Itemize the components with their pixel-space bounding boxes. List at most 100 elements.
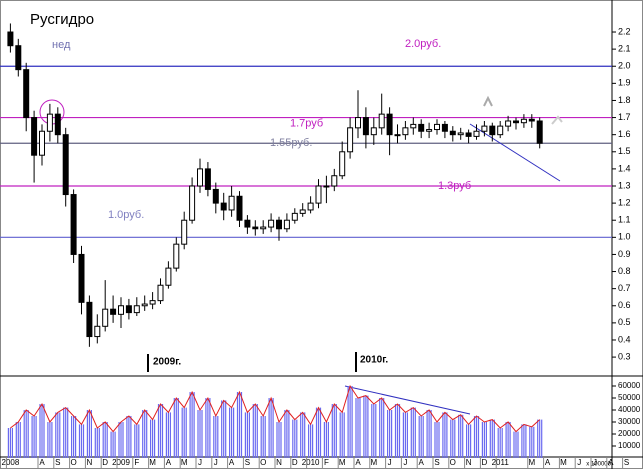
candle-body (260, 226, 267, 230)
annotations (39, 95, 563, 415)
arrow (483, 95, 493, 107)
x-tick-label: J (593, 458, 597, 467)
y-tick-label: 2.0 (618, 61, 631, 71)
candle-body (323, 185, 330, 188)
arrow (551, 115, 563, 125)
candle-body (394, 134, 401, 137)
x-tick-label: F (324, 458, 329, 467)
volume-trend-line (344, 385, 471, 415)
year-marker: 2010г. (360, 355, 388, 366)
x-tick-label: J (214, 458, 218, 467)
candle-body (441, 123, 448, 132)
x-tick-label: J (388, 458, 392, 467)
candle-body (23, 69, 30, 119)
x-tick-label: M (560, 458, 567, 467)
x-tick-label: S (55, 458, 60, 467)
candle-body (118, 305, 124, 315)
x-tick-label: D (292, 458, 298, 467)
candle-body (426, 129, 433, 132)
y-tick-label: 30000 (618, 417, 641, 426)
y-tick-label: 1.8 (618, 95, 631, 105)
level-label: 1.3руб (438, 180, 471, 192)
y-tick-label: 60000 (618, 381, 641, 390)
chart-title: Русгидро (30, 11, 94, 28)
candle-body (347, 127, 354, 153)
x-tick-label: A (166, 458, 172, 467)
x-tick-label: O (260, 458, 266, 467)
x-tick-label: J (198, 458, 202, 467)
candle-body (536, 120, 543, 144)
candle-body (7, 31, 14, 47)
y-tick-label: 1.5 (618, 146, 631, 156)
y-tick-label: 1.2 (618, 197, 631, 207)
candle-body (315, 185, 322, 204)
candle-body (331, 175, 338, 187)
candle-body (133, 305, 140, 314)
x-tick-label: A (419, 458, 425, 467)
y-tick-label: 0.8 (618, 266, 631, 276)
scale-note: x 100000 (586, 462, 611, 468)
candle-body (86, 301, 93, 338)
candle-body (339, 151, 346, 177)
x-tick-label: M (181, 458, 188, 467)
y-tick-label: 0.9 (618, 249, 631, 259)
y-tick-label: 1.6 (618, 129, 631, 139)
x-tick-label: M (528, 458, 535, 467)
candle-body (141, 303, 148, 307)
candle-body (15, 45, 22, 71)
candle-body (370, 127, 377, 136)
candle-body (220, 202, 227, 211)
candle-body (481, 125, 488, 132)
candle-body (173, 243, 180, 269)
year-marker: 2009г. (153, 357, 181, 368)
candle-body (276, 219, 282, 230)
x-tick-label: 2009 (112, 458, 130, 467)
y-tick-label: 10000 (618, 441, 641, 450)
candle-body (165, 267, 172, 286)
candle-body (418, 123, 425, 132)
x-tick-label: O (450, 458, 456, 467)
x-tick-label: A (39, 458, 45, 467)
x-tick-label: S (245, 458, 250, 467)
level-label: 1.55руб. (270, 137, 312, 149)
candle-body (449, 130, 456, 136)
candle-body (473, 130, 480, 137)
y-tick-label: 1.9 (618, 78, 631, 88)
y-tick-label: 2.2 (618, 26, 631, 36)
candle-body (291, 212, 298, 221)
y-tick-label: 1.7 (618, 112, 631, 122)
y-tick-label: 20000 (618, 429, 641, 438)
x-tick-label: S (624, 458, 629, 467)
candle-body (244, 219, 251, 228)
candle-body (268, 219, 275, 228)
candle-body (386, 113, 393, 136)
candle-body (465, 132, 472, 137)
x-tick-label: D (482, 458, 488, 467)
candle-body (46, 113, 53, 132)
x-tick-label: A (229, 458, 235, 467)
x-tick-label: 2010 (302, 458, 320, 467)
x-tick-label: N (87, 458, 93, 467)
candle-body (252, 226, 259, 230)
y-tick-label: 50000 (618, 393, 641, 402)
candle-body (505, 120, 512, 127)
candle-body (410, 123, 417, 129)
candle-body (94, 325, 101, 338)
candle-body (355, 117, 361, 129)
x-tick-label: N (466, 458, 472, 467)
y-tick-label: 0.7 (618, 283, 631, 293)
trend-line (469, 123, 561, 182)
x-tick-label: J (577, 458, 581, 467)
candle-body (402, 127, 409, 136)
x-tick-label: A (608, 458, 614, 467)
candle-body (70, 194, 77, 255)
candle-body (307, 202, 314, 211)
x-tick-label: F (134, 458, 139, 467)
x-tick-label: M (339, 458, 346, 467)
candle-body (31, 117, 38, 156)
candle-body (434, 123, 440, 131)
candle-body (212, 188, 219, 204)
candle-body (62, 134, 69, 196)
level-label: 1.7руб (290, 117, 323, 129)
x-tick-label: D (102, 458, 108, 467)
